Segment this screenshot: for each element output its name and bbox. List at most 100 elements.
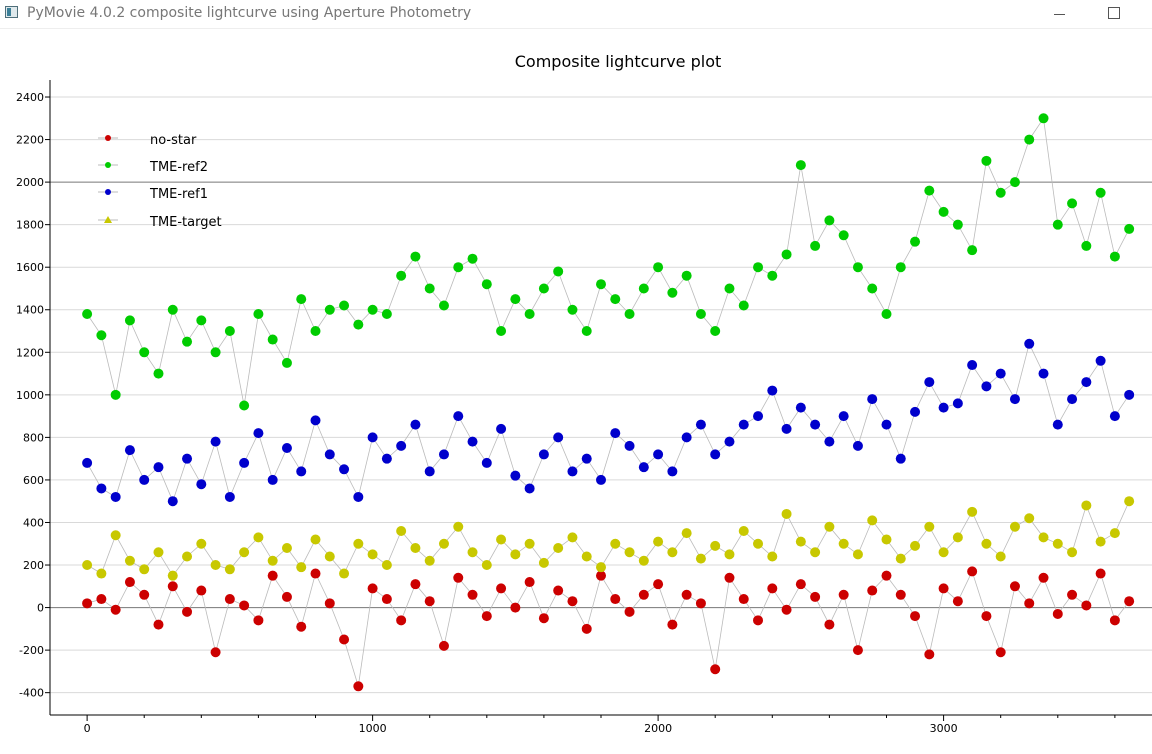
data-point — [424, 555, 435, 566]
data-point — [353, 538, 364, 549]
data-point — [667, 547, 678, 558]
data-point — [753, 615, 764, 626]
data-point — [638, 555, 649, 566]
data-point — [82, 457, 93, 468]
data-point — [310, 326, 321, 337]
data-point — [938, 402, 949, 413]
series-TME-target — [82, 496, 1135, 581]
data-point — [1052, 538, 1063, 549]
data-point — [438, 538, 449, 549]
data-point — [653, 262, 664, 273]
data-point — [139, 347, 150, 358]
data-point — [424, 466, 435, 477]
x-tick-label: 3000 — [930, 722, 958, 735]
y-tick-label: 200 — [23, 559, 44, 572]
data-point — [681, 432, 692, 443]
data-point — [724, 436, 735, 447]
data-point — [567, 466, 578, 477]
data-point — [667, 619, 678, 630]
data-point — [182, 606, 193, 617]
data-point — [1024, 513, 1035, 524]
data-point — [367, 549, 378, 560]
data-point — [781, 508, 792, 519]
data-point — [367, 583, 378, 594]
data-point — [1109, 251, 1120, 262]
data-point — [381, 453, 392, 464]
data-point — [810, 591, 821, 602]
data-point — [795, 536, 806, 547]
data-point — [1009, 521, 1020, 532]
data-point — [910, 611, 921, 622]
data-point — [453, 262, 464, 273]
data-point — [710, 326, 721, 337]
data-point — [824, 521, 835, 532]
data-point — [438, 300, 449, 311]
data-point — [524, 577, 535, 588]
data-point — [1095, 187, 1106, 198]
data-point — [738, 300, 749, 311]
data-point — [339, 464, 350, 475]
y-tick-label: 2000 — [16, 176, 44, 189]
data-point — [938, 206, 949, 217]
data-point — [895, 453, 906, 464]
data-point — [510, 470, 521, 481]
minimize-icon[interactable] — [1040, 0, 1082, 28]
data-point — [852, 440, 863, 451]
window-title: PyMovie 4.0.2 composite lightcurve using… — [27, 5, 472, 21]
data-point — [182, 453, 193, 464]
data-point — [524, 309, 535, 320]
data-point — [1124, 496, 1135, 507]
data-point — [881, 309, 892, 320]
data-point — [967, 360, 978, 371]
series-line — [86, 570, 1130, 687]
data-point — [867, 283, 878, 294]
data-point — [481, 611, 492, 622]
grid-layer — [50, 96, 1152, 694]
data-point — [481, 457, 492, 468]
data-point — [267, 555, 278, 566]
data-point — [239, 400, 250, 411]
y-tick-label: 2400 — [16, 91, 44, 104]
data-point — [96, 568, 107, 579]
axes-layer: -400 -200 0 200 400 600 800 1000 1200 1400 1600 180… — [16, 80, 1152, 735]
data-point — [781, 604, 792, 615]
data-point — [281, 357, 292, 368]
data-point — [681, 589, 692, 600]
data-point — [553, 543, 564, 554]
data-point — [795, 402, 806, 413]
y-tick-label: 0 — [37, 602, 44, 615]
data-point — [795, 579, 806, 590]
data-point — [567, 532, 578, 543]
data-point — [1038, 113, 1049, 124]
data-point — [695, 598, 706, 609]
legend-label: no-star — [150, 133, 197, 148]
data-point — [196, 315, 207, 326]
data-point — [82, 598, 93, 609]
data-point — [353, 681, 364, 692]
x-tick-label: 1000 — [359, 722, 387, 735]
data-point — [695, 309, 706, 320]
data-point — [139, 564, 150, 575]
data-point — [381, 594, 392, 605]
data-point — [296, 562, 307, 573]
data-point — [1052, 219, 1063, 230]
data-point — [310, 534, 321, 545]
data-point — [767, 385, 778, 396]
data-point — [153, 368, 164, 379]
maximize-icon[interactable] — [1094, 0, 1136, 28]
data-point — [952, 596, 963, 607]
data-point — [110, 389, 121, 400]
data-point — [610, 594, 621, 605]
data-point — [1109, 528, 1120, 539]
data-point — [524, 538, 535, 549]
data-point — [867, 515, 878, 526]
data-point — [767, 583, 778, 594]
data-point — [210, 647, 221, 658]
data-point — [824, 215, 835, 226]
data-point — [1095, 568, 1106, 579]
data-point — [924, 185, 935, 196]
data-point — [310, 415, 321, 426]
data-point — [481, 279, 492, 290]
data-point — [1081, 377, 1092, 388]
data-point — [96, 483, 107, 494]
